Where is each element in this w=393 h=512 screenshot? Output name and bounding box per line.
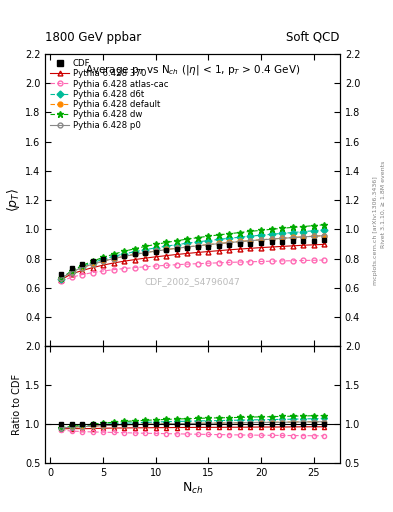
Text: Average p$_T$ vs N$_{ch}$ ($|\eta|$ < 1, p$_T$ > 0.4 GeV): Average p$_T$ vs N$_{ch}$ ($|\eta|$ < 1,… — [85, 62, 300, 76]
Legend: CDF, Pythia 6.428 370, Pythia 6.428 atlas-cac, Pythia 6.428 d6t, Pythia 6.428 de: CDF, Pythia 6.428 370, Pythia 6.428 atla… — [49, 57, 170, 132]
X-axis label: N$_{ch}$: N$_{ch}$ — [182, 481, 203, 496]
Text: mcplots.cern.ch [arXiv:1306.3436]: mcplots.cern.ch [arXiv:1306.3436] — [373, 176, 378, 285]
Y-axis label: $\langle p_T \rangle$: $\langle p_T \rangle$ — [5, 188, 22, 212]
Y-axis label: Ratio to CDF: Ratio to CDF — [12, 374, 22, 435]
Text: Soft QCD: Soft QCD — [286, 31, 340, 44]
Text: Rivet 3.1.10, ≥ 1.8M events: Rivet 3.1.10, ≥ 1.8M events — [381, 161, 386, 248]
Text: CDF_2002_S4796047: CDF_2002_S4796047 — [145, 278, 241, 287]
Text: 1800 GeV ppbar: 1800 GeV ppbar — [45, 31, 141, 44]
